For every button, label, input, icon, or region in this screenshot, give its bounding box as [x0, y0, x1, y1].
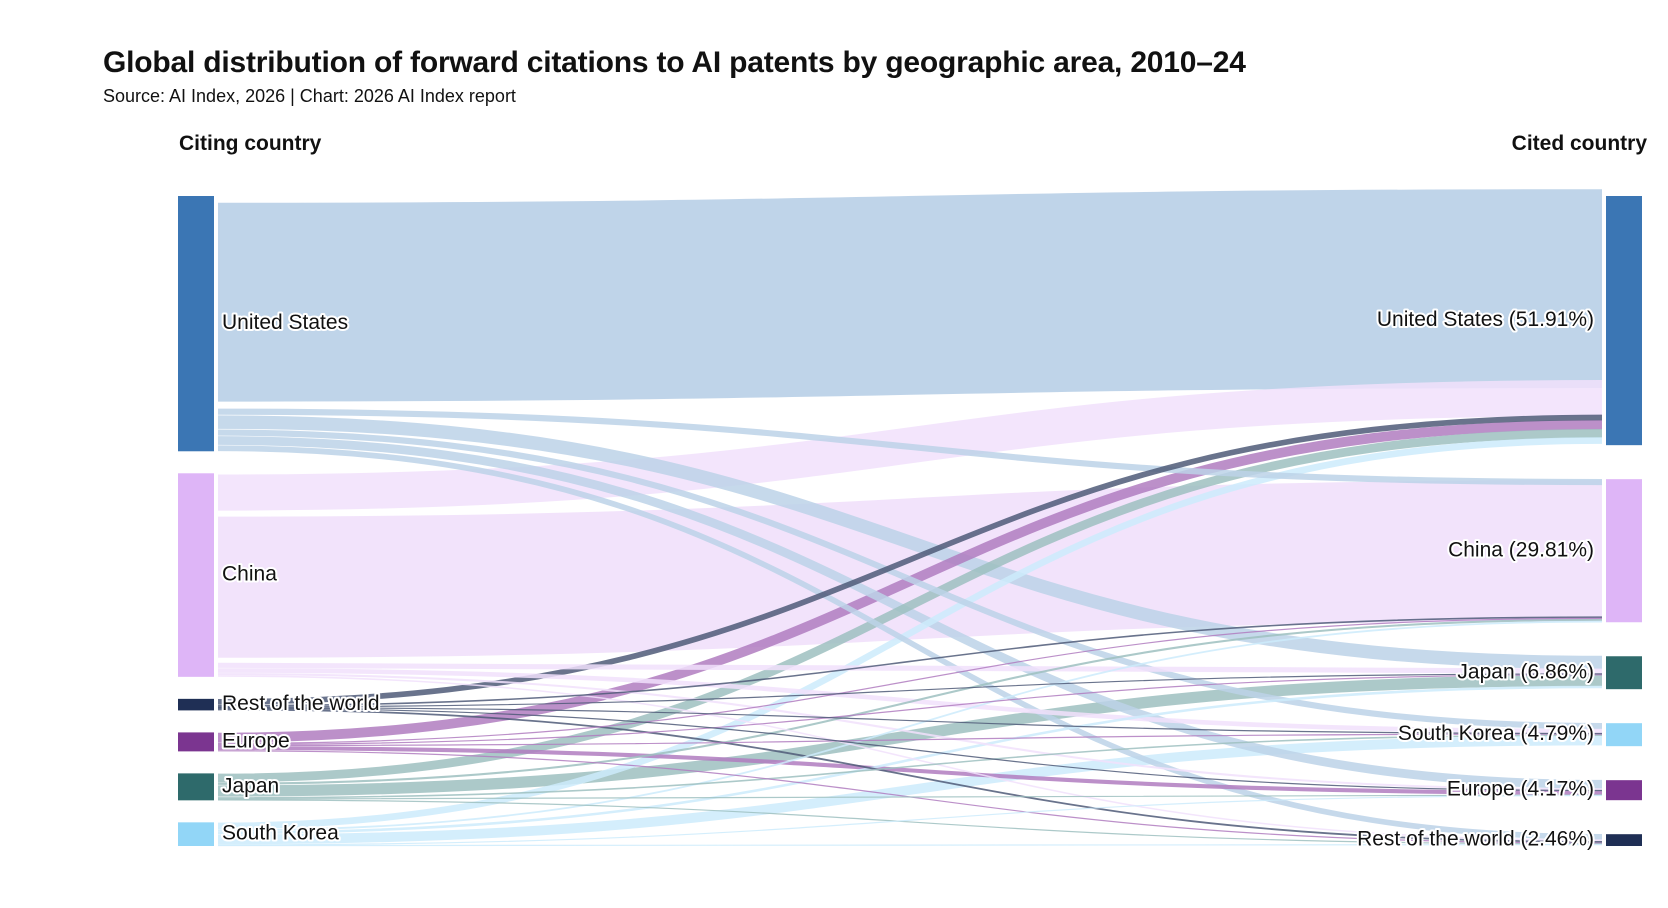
cited-node-jp	[1606, 656, 1642, 690]
link-us-to-row	[217, 445, 1603, 840]
link-kr-to-kr	[217, 735, 1603, 845]
citing-node-row	[178, 698, 214, 711]
sankey-links	[217, 189, 1603, 847]
citing-label-us: United States	[222, 311, 348, 334]
citing-country-header: Citing country	[179, 132, 322, 155]
citing-label-row: Rest of the world	[222, 692, 380, 715]
chart-title: Global distribution of forward citations…	[103, 46, 1246, 79]
link-us-to-eu	[217, 436, 1603, 789]
link-eu-to-cn	[217, 617, 1603, 745]
link-cn-to-row	[217, 675, 1603, 841]
link-jp-to-kr	[217, 734, 1603, 799]
cited-label-us: United States (51.91%)	[1377, 308, 1594, 331]
link-kr-to-cn	[217, 620, 1603, 832]
link-us-to-us	[217, 189, 1603, 402]
link-kr-to-row	[217, 844, 1603, 847]
link-cn-to-eu	[217, 673, 1603, 791]
sankey-labels: United States China Rest of the world Europ…	[220, 306, 1596, 853]
cited-node-eu	[1606, 780, 1642, 801]
link-eu-to-eu	[217, 746, 1603, 795]
chart-source: Source: AI Index, 2026 | Chart: 2026 AI …	[103, 86, 516, 106]
link-eu-to-kr	[217, 733, 1603, 747]
link-kr-to-us	[217, 437, 1603, 830]
cited-label-row: Rest of the world (2.46%)	[1357, 828, 1594, 851]
link-kr-to-jp	[217, 685, 1603, 835]
link-us-to-cn	[217, 408, 1603, 486]
cited-node-cn	[1606, 479, 1642, 623]
citing-node-jp	[178, 773, 214, 801]
citing-node-eu	[178, 732, 214, 752]
citing-label-kr: South Korea	[222, 822, 339, 845]
link-cn-to-jp	[217, 662, 1603, 674]
link-jp-to-cn	[217, 618, 1603, 785]
citing-label-jp: Japan	[222, 774, 279, 797]
citing-node-us	[178, 196, 214, 452]
cited-label-eu: Europe (4.17%)	[1447, 778, 1594, 801]
link-eu-to-jp	[217, 674, 1603, 746]
cited-label-cn: China (29.81%)	[1448, 538, 1594, 561]
citing-node-kr	[178, 822, 214, 846]
link-jp-to-jp	[217, 674, 1603, 797]
link-row-to-kr	[217, 707, 1603, 735]
cited-node-kr	[1606, 723, 1642, 747]
cited-label-kr: South Korea (4.79%)	[1398, 722, 1594, 745]
link-jp-to-row	[217, 799, 1603, 845]
link-row-to-us	[217, 414, 1603, 705]
citing-node-cn	[178, 473, 214, 677]
citing-label-cn: China	[222, 563, 277, 586]
cited-country-header: Cited country	[1511, 132, 1647, 155]
link-kr-to-eu	[217, 794, 1603, 846]
link-us-to-jp	[217, 415, 1603, 670]
cited-node-us	[1606, 196, 1642, 446]
citing-label-eu: Europe	[222, 729, 290, 752]
link-row-to-row	[217, 708, 1603, 843]
link-row-to-eu	[217, 707, 1603, 792]
link-cn-to-cn	[217, 480, 1603, 658]
link-jp-to-eu	[217, 794, 1603, 800]
cited-label-jp: Japan (6.86%)	[1457, 660, 1594, 683]
link-us-to-kr	[217, 429, 1603, 730]
sankey-nodes	[178, 196, 1642, 846]
link-row-to-jp	[217, 673, 1603, 708]
cited-node-row	[1606, 834, 1642, 846]
link-row-to-cn	[217, 616, 1603, 707]
